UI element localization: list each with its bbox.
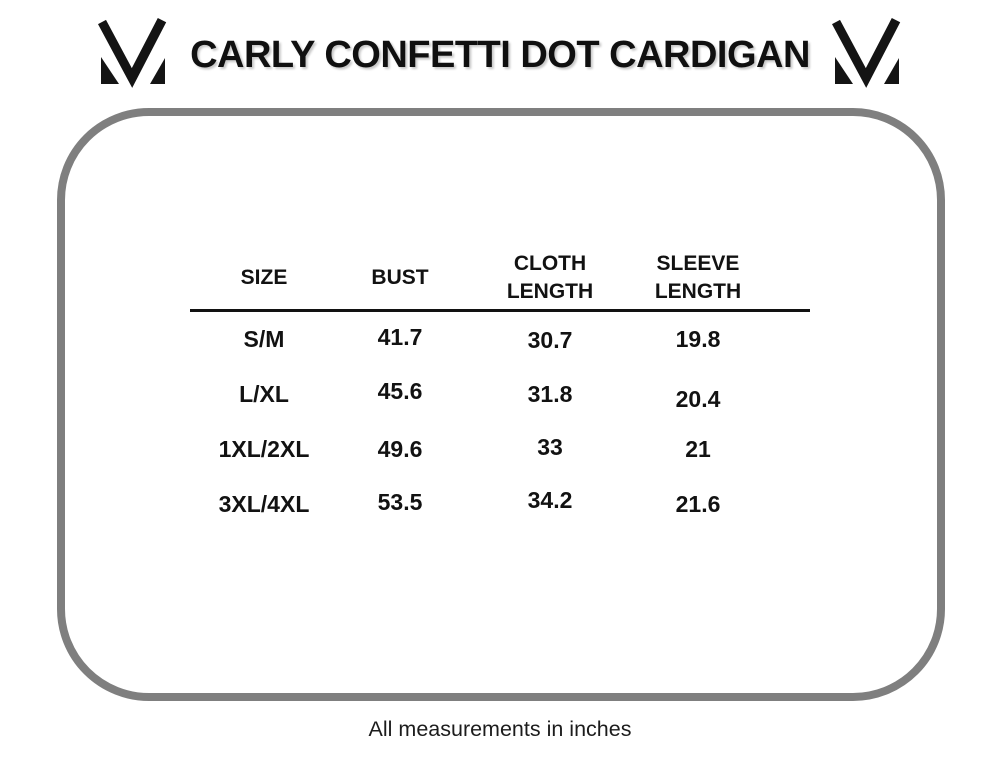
table-row: 3XL/4XL 53.5 34.2 21.6 (190, 477, 810, 532)
header-divider-line (190, 309, 810, 312)
column-header-size: SIZE (240, 266, 288, 290)
brand-m-logo-icon (98, 18, 167, 88)
cloth-length-cell: 30.7 (527, 327, 573, 353)
brand-m-logo-icon (831, 18, 901, 88)
size-cell: S/M (243, 326, 285, 352)
table-row: L/XL 45.6 31.8 20.4 (190, 367, 810, 422)
bust-cell: 45.6 (377, 378, 423, 404)
column-header-bust: BUST (371, 266, 429, 290)
table-header-row: SIZE BUST CLOTH LENGTH SLEEVE LENGTH (190, 249, 810, 307)
page-title: CARLY CONFETTI DOT CARDIGAN (190, 33, 810, 76)
measurements-footnote: All measurements in inches (368, 717, 632, 741)
sleeve-length-cell: 21.6 (675, 491, 721, 517)
column-header-sleeve-length: SLEEVE LENGTH (654, 252, 742, 303)
bust-cell: 53.5 (377, 489, 423, 515)
column-header-cloth-length: CLOTH LENGTH (506, 252, 594, 303)
bust-cell: 41.7 (377, 324, 423, 350)
cloth-length-cell: 33 (537, 434, 563, 460)
bust-cell: 49.6 (377, 436, 423, 462)
sleeve-length-cell: 20.4 (675, 386, 721, 412)
sleeve-length-cell: 19.8 (675, 326, 721, 352)
table-row: 1XL/2XL 49.6 33 21 (190, 422, 810, 477)
cloth-length-cell: 31.8 (527, 381, 573, 407)
size-cell: L/XL (239, 381, 289, 407)
sleeve-length-cell: 21 (685, 436, 711, 462)
size-chart-table: SIZE BUST CLOTH LENGTH SLEEVE LENGTH S/M 4… (190, 249, 810, 532)
size-cell: 3XL/4XL (218, 491, 310, 517)
size-chart-outline-box (57, 108, 945, 701)
table-row: S/M 41.7 30.7 19.8 (190, 312, 810, 367)
cloth-length-cell: 34.2 (527, 487, 573, 513)
brand-header: CARLY CONFETTI DOT CARDIGAN (0, 14, 1000, 96)
size-cell: 1XL/2XL (218, 436, 310, 462)
